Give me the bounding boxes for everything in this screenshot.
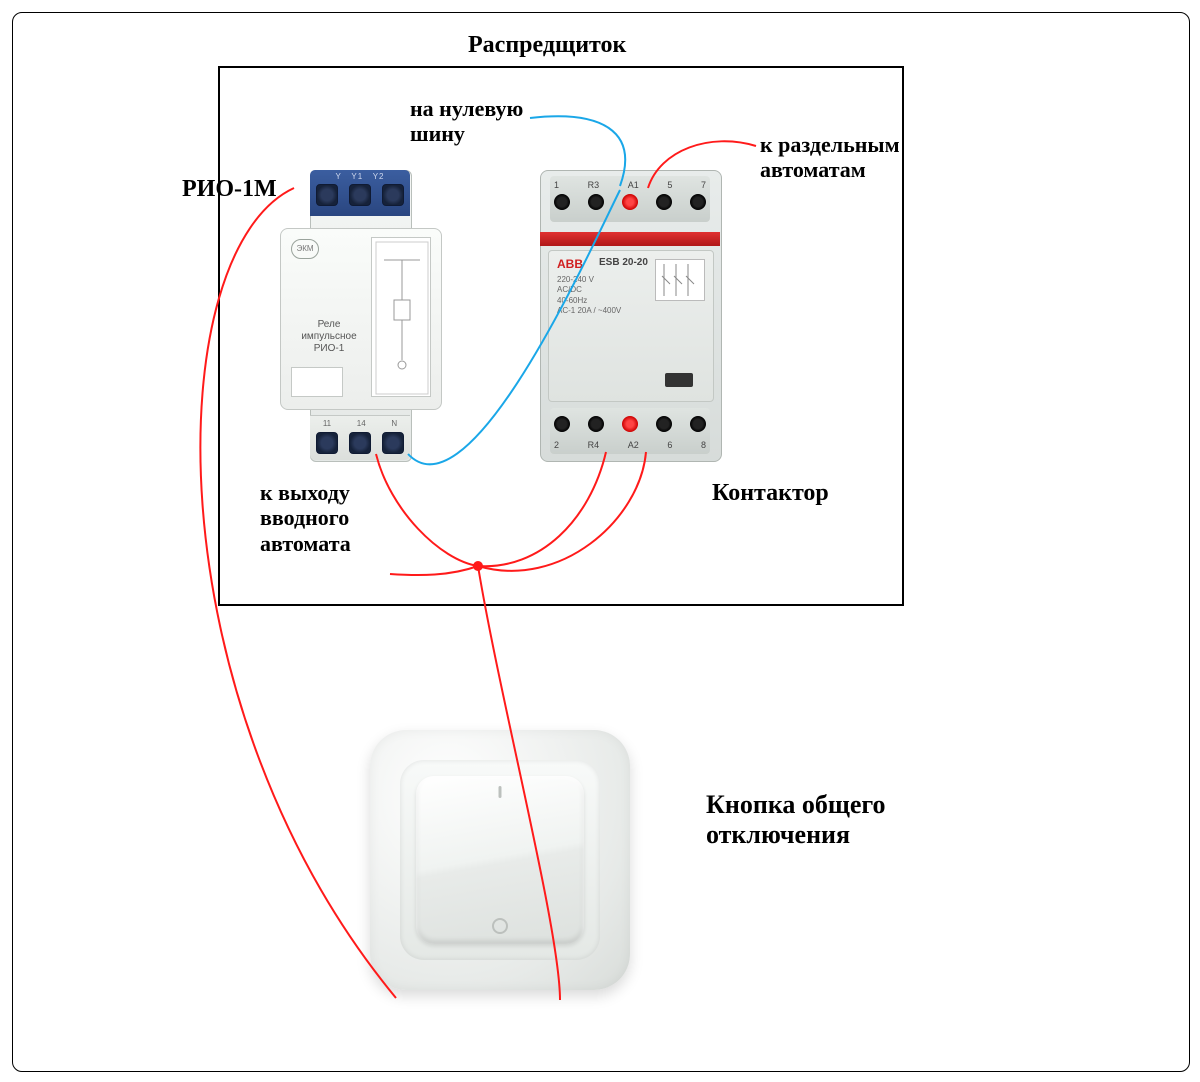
relay-rio-1m: Y Y1 Y2 ЭКМ Реле импульсное РИО-1: [280, 170, 440, 460]
title-label: Распредщиток: [468, 32, 626, 60]
switch-mark-on-icon: [499, 786, 502, 798]
relay-bot-t1: 11: [323, 419, 331, 428]
relay-screw-y: [316, 184, 338, 206]
relay-top-t1: Y: [336, 172, 342, 181]
relay-brand-badge: ЭКМ: [291, 239, 319, 259]
relay-screw-y2: [382, 184, 404, 206]
diagram-stage: Распредщиток РИО-1М на нулевую шину к ра…: [0, 0, 1200, 1082]
contactor-bot-dot-1: [554, 416, 570, 432]
relay-screw-14: [349, 432, 371, 454]
contactor-spec: 220-240 V AC/DC 40-60Hz AC-1 20A / ~400V: [557, 275, 621, 317]
switch-mark-off-icon: [492, 918, 508, 934]
contactor-bot-dot-a2: [622, 416, 638, 432]
contactor-red-band: [540, 232, 720, 246]
contactor-bottom-terminals: 2 R4 A2 6 8: [550, 408, 710, 454]
contactor-slide-switch: [665, 373, 693, 387]
relay-nameplate: Реле импульсное РИО-1: [295, 319, 363, 355]
relay-bot-t3: N: [391, 419, 397, 428]
contactor-device: 1 R3 A1 5 7 ABB ESB 20-20 220-240 V AC/D…: [540, 170, 720, 460]
contactor-top-dot-1: [554, 194, 570, 210]
relay-top-t3: Y2: [373, 172, 385, 181]
neutral-bus-label: на нулевую шину: [410, 96, 523, 147]
relay-bot-t2: 14: [357, 419, 366, 428]
contactor-top-dot-2: [588, 194, 604, 210]
contactor-top-dot-4: [656, 194, 672, 210]
relay-screw-11: [316, 432, 338, 454]
contactor-bot-dot-5: [690, 416, 706, 432]
relay-top-t2: Y1: [351, 172, 363, 181]
relay-screw-n: [382, 432, 404, 454]
contactor-bot-dot-2: [588, 416, 604, 432]
to-breakers-label: к раздельным автоматам: [760, 132, 900, 183]
relay-screw-y1: [349, 184, 371, 206]
contactor-top-dot-a1: [622, 194, 638, 210]
contactor-brand: ABB: [557, 257, 583, 271]
wall-switch[interactable]: [370, 730, 630, 990]
switch-label: Кнопка общего отключения: [706, 790, 886, 850]
contactor-model: ESB 20-20: [599, 257, 648, 268]
contactor-bot-dot-4: [656, 416, 672, 432]
contactor-top-dot-5: [690, 194, 706, 210]
to-intake-label: к выходу вводного автомата: [260, 480, 351, 556]
contactor-mini-schematic: [655, 259, 705, 301]
relay-name-label: РИО-1М: [182, 176, 277, 204]
relay-indicator-window: [291, 367, 343, 397]
contactor-faceplate: ABB ESB 20-20 220-240 V AC/DC 40-60Hz AC…: [548, 250, 714, 402]
relay-schematic-panel: [371, 237, 431, 397]
contactor-top-terminals: 1 R3 A1 5 7: [550, 176, 710, 222]
contactor-label: Контактор: [712, 480, 829, 508]
